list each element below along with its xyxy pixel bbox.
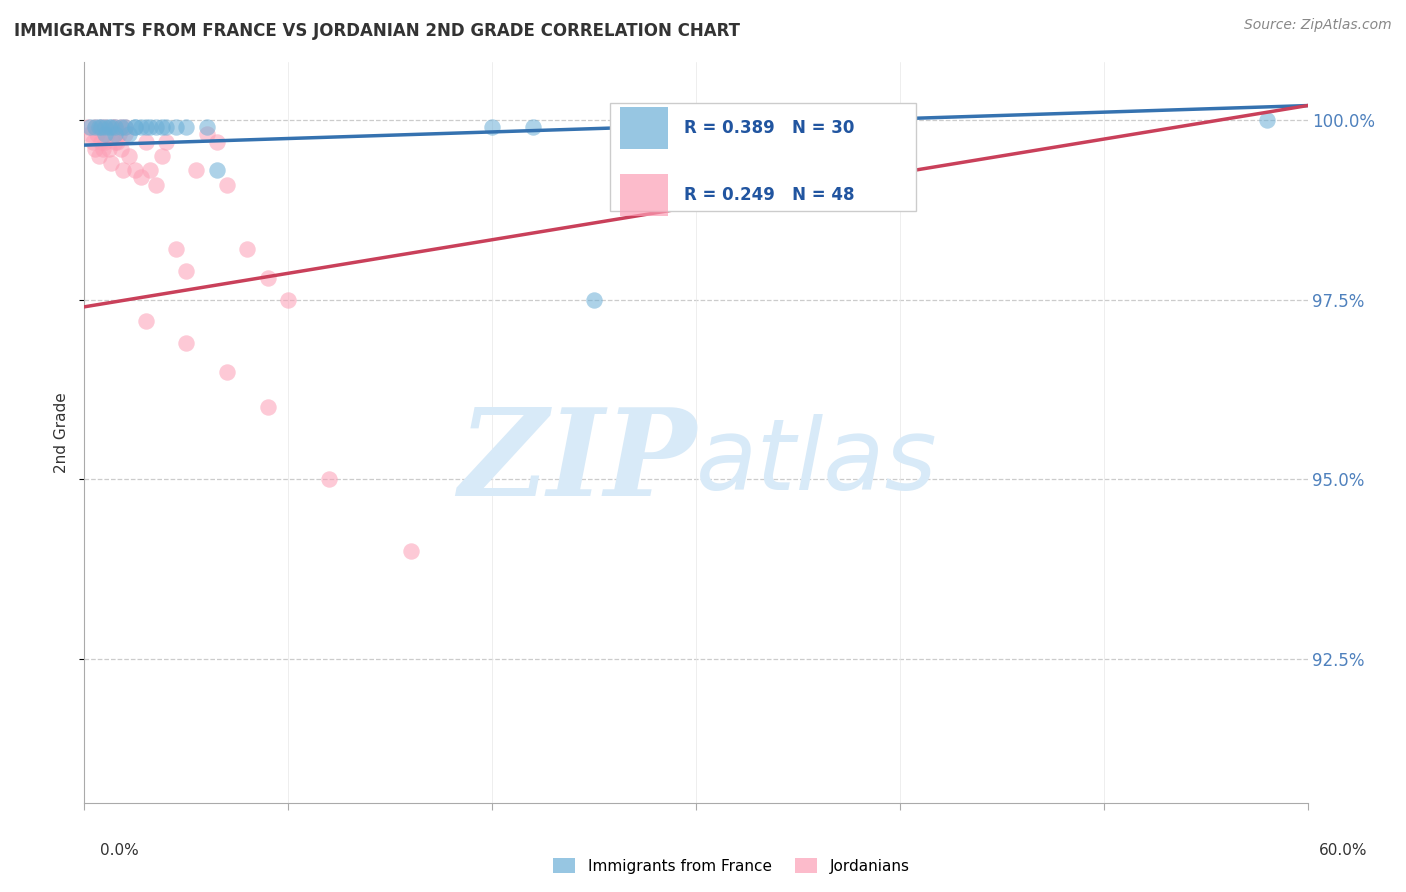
Point — [100, 156, 122, 170]
Point — [124, 163, 146, 178]
Point — [114, 120, 136, 135]
FancyBboxPatch shape — [610, 103, 917, 211]
Point — [77, 120, 100, 135]
Point — [100, 120, 122, 135]
Point — [93, 120, 115, 135]
Text: IMMIGRANTS FROM FRANCE VS JORDANIAN 2ND GRADE CORRELATION CHART: IMMIGRANTS FROM FRANCE VS JORDANIAN 2ND … — [14, 22, 740, 40]
Point — [205, 163, 228, 178]
Point — [124, 120, 146, 135]
Point — [104, 120, 127, 135]
Point — [86, 128, 108, 142]
Point — [104, 128, 127, 142]
Point — [97, 120, 120, 135]
Point — [174, 264, 197, 278]
Point — [124, 120, 146, 135]
Text: ZIP: ZIP — [458, 403, 696, 522]
Point — [848, 120, 870, 135]
FancyBboxPatch shape — [620, 174, 668, 216]
Point — [195, 128, 218, 142]
Point — [131, 170, 153, 185]
Point — [93, 128, 115, 142]
Point — [101, 120, 124, 135]
FancyBboxPatch shape — [620, 107, 668, 149]
Point — [138, 120, 160, 135]
Point — [90, 120, 112, 135]
Point — [110, 142, 132, 156]
Point — [93, 120, 115, 135]
Text: Source: ZipAtlas.com: Source: ZipAtlas.com — [1244, 18, 1392, 32]
Text: 0.0%: 0.0% — [100, 843, 139, 858]
Point — [236, 243, 259, 257]
Text: atlas: atlas — [696, 414, 938, 511]
Point — [174, 335, 197, 350]
Point — [83, 120, 105, 135]
Point — [104, 120, 127, 135]
Y-axis label: 2nd Grade: 2nd Grade — [53, 392, 69, 473]
Point — [257, 401, 280, 415]
Point — [150, 149, 173, 163]
Legend: Immigrants from France, Jordanians: Immigrants from France, Jordanians — [547, 852, 915, 880]
Text: R = 0.389   N = 30: R = 0.389 N = 30 — [683, 120, 853, 137]
Point — [522, 120, 544, 135]
Point — [110, 120, 132, 135]
Point — [131, 120, 153, 135]
Point — [83, 142, 105, 156]
Point — [91, 142, 114, 156]
Point — [87, 120, 110, 135]
Point — [135, 314, 157, 328]
Point — [79, 128, 101, 142]
Point — [83, 120, 105, 135]
Point — [195, 120, 218, 135]
Point — [118, 128, 141, 142]
Point — [97, 142, 120, 156]
Point — [82, 135, 104, 149]
Point — [583, 293, 606, 307]
Point — [104, 135, 127, 149]
Point — [481, 120, 503, 135]
Point — [145, 120, 167, 135]
Point — [108, 128, 131, 142]
Point — [90, 120, 112, 135]
Point — [257, 271, 280, 285]
Point — [186, 163, 208, 178]
Point — [135, 120, 157, 135]
Point — [90, 135, 112, 149]
Point — [318, 472, 340, 486]
Point — [277, 293, 299, 307]
Point — [1256, 112, 1278, 127]
Point — [165, 120, 187, 135]
Point — [155, 120, 177, 135]
Point — [135, 135, 157, 149]
Point — [145, 178, 167, 192]
Point — [155, 135, 177, 149]
Text: 60.0%: 60.0% — [1319, 843, 1367, 858]
Point — [138, 163, 160, 178]
Point — [93, 135, 115, 149]
Point — [150, 120, 173, 135]
Point — [114, 120, 136, 135]
Point — [118, 149, 141, 163]
Point — [96, 128, 118, 142]
Point — [399, 544, 422, 558]
Point — [110, 120, 132, 135]
Point — [105, 135, 128, 149]
Point — [217, 178, 239, 192]
Point — [87, 149, 110, 163]
Point — [174, 120, 197, 135]
Text: R = 0.249   N = 48: R = 0.249 N = 48 — [683, 186, 855, 203]
Point — [205, 135, 228, 149]
Point — [217, 365, 239, 379]
Point — [165, 243, 187, 257]
Point — [114, 128, 136, 142]
Point — [79, 120, 101, 135]
Point — [112, 163, 135, 178]
